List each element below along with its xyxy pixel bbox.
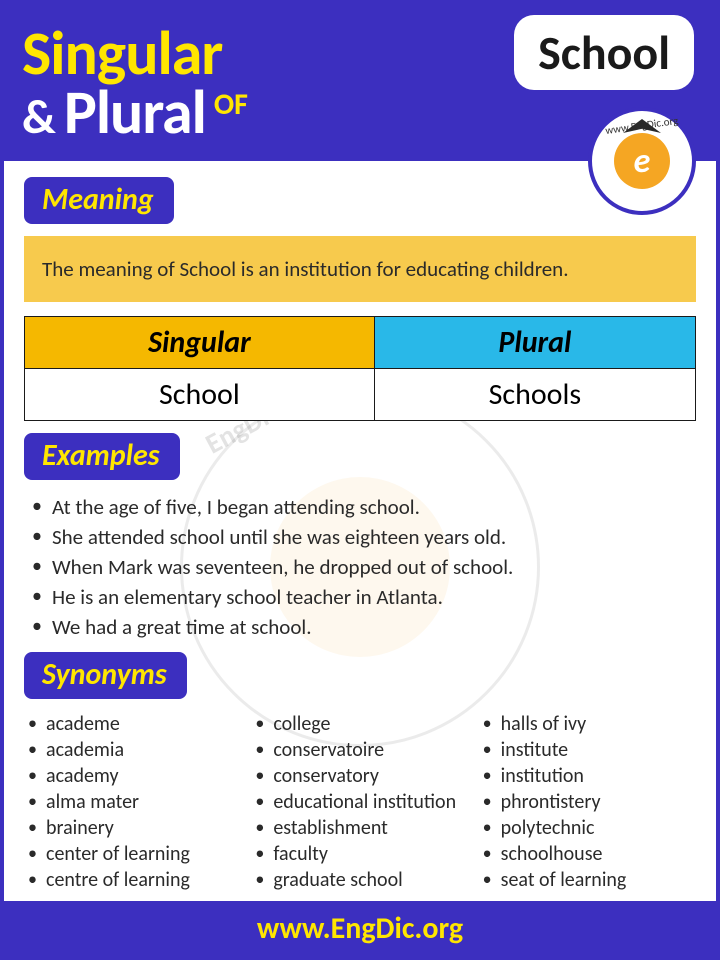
- singular-plural-table: Singular Plural School Schools: [24, 316, 696, 421]
- logo-e-letter: e: [634, 141, 651, 182]
- list-item: center of learning: [24, 841, 241, 867]
- list-item: He is an elementary school teacher in At…: [32, 582, 696, 612]
- list-item: brainery: [24, 815, 241, 841]
- header-title-group: Singular & Plural OF: [22, 24, 514, 142]
- synonyms-columns: academe academia academy alma mater brai…: [24, 711, 696, 893]
- subject-word-pill: School: [514, 15, 694, 90]
- th-plural: Plural: [374, 317, 695, 369]
- list-item: institute: [479, 737, 696, 763]
- header-ampersand: &: [22, 94, 56, 140]
- footer-url: www.EngDic.org: [4, 901, 716, 956]
- list-item: faculty: [251, 841, 468, 867]
- list-item: We had a great time at school.: [32, 612, 696, 642]
- list-item: academe: [24, 711, 241, 737]
- td-plural: Schools: [374, 369, 695, 421]
- list-item: seat of learning: [479, 867, 696, 893]
- logo-badge: www.EngDic.org e: [588, 107, 696, 215]
- list-item: academy: [24, 763, 241, 789]
- list-item: conservatoire: [251, 737, 468, 763]
- list-item: establishment: [251, 815, 468, 841]
- list-item: When Mark was seventeen, he dropped out …: [32, 552, 696, 582]
- list-item: conservatory: [251, 763, 468, 789]
- list-item: centre of learning: [24, 867, 241, 893]
- examples-list: At the age of five, I began attending sc…: [24, 492, 696, 642]
- list-item: educational institution: [251, 789, 468, 815]
- synonyms-col-1: academe academia academy alma mater brai…: [24, 711, 241, 893]
- synonyms-label: Synonyms: [24, 652, 187, 699]
- header-plural: Plural: [64, 83, 206, 142]
- examples-label: Examples: [24, 433, 180, 480]
- list-item: polytechnic: [479, 815, 696, 841]
- meaning-label: Meaning: [24, 177, 174, 224]
- header-plural-line: & Plural OF: [22, 83, 514, 142]
- logo-e-icon: e: [614, 133, 670, 189]
- list-item: academia: [24, 737, 241, 763]
- td-singular: School: [25, 369, 375, 421]
- synonyms-col-2: college conservatoire conservatory educa…: [251, 711, 468, 893]
- header: Singular & Plural OF School www.EngDic.o…: [4, 4, 716, 161]
- list-item: schoolhouse: [479, 841, 696, 867]
- list-item: phrontistery: [479, 789, 696, 815]
- list-item: graduate school: [251, 867, 468, 893]
- page-container: Singular & Plural OF School www.EngDic.o…: [0, 0, 720, 960]
- synonyms-col-3: halls of ivy institute institution phron…: [479, 711, 696, 893]
- table-row: School Schools: [25, 369, 696, 421]
- content-area: EngDic Meaning The meaning of School is …: [4, 161, 716, 901]
- list-item: alma mater: [24, 789, 241, 815]
- list-item: She attended school until she was eighte…: [32, 522, 696, 552]
- list-item: At the age of five, I began attending sc…: [32, 492, 696, 522]
- list-item: institution: [479, 763, 696, 789]
- table-header-row: Singular Plural: [25, 317, 696, 369]
- header-of: OF: [214, 91, 248, 120]
- list-item: halls of ivy: [479, 711, 696, 737]
- th-singular: Singular: [25, 317, 375, 369]
- meaning-box: The meaning of School is an institution …: [24, 236, 696, 302]
- list-item: college: [251, 711, 468, 737]
